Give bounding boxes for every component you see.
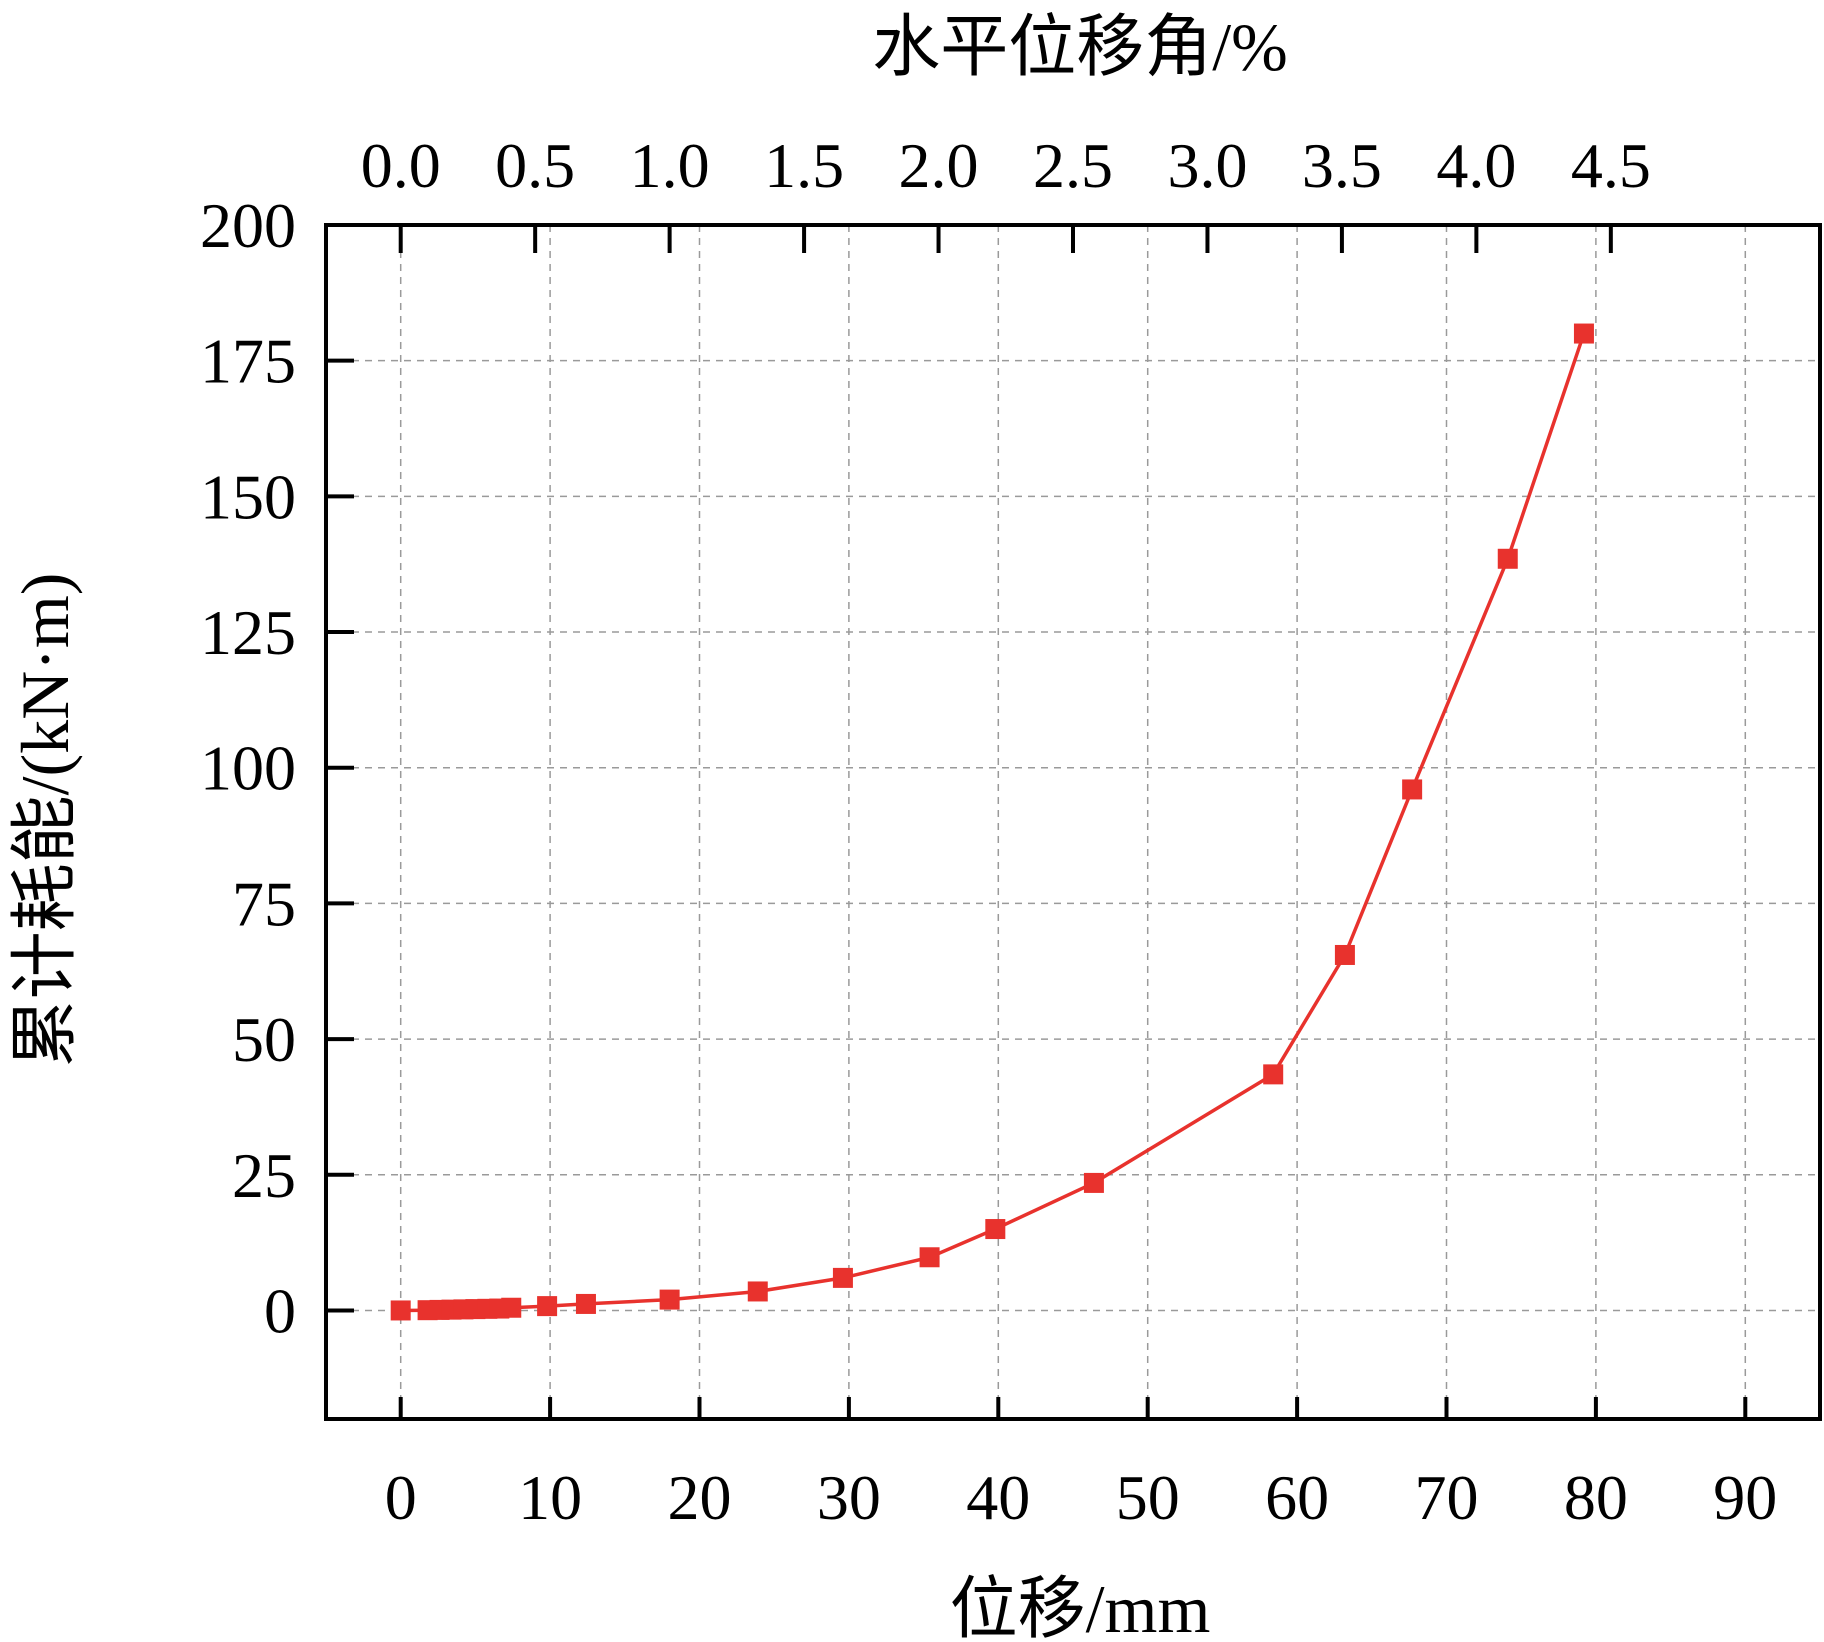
y-tick-label: 25 bbox=[232, 1140, 296, 1211]
data-point bbox=[1334, 944, 1355, 965]
x-tick-label: 60 bbox=[1265, 1462, 1329, 1533]
data-point bbox=[1083, 1172, 1104, 1193]
y-tick-label: 200 bbox=[200, 190, 296, 261]
x-tick-label: 10 bbox=[518, 1462, 582, 1533]
series-line bbox=[400, 332, 1586, 1313]
data-point bbox=[1497, 548, 1518, 569]
y-tick-label: 175 bbox=[200, 326, 296, 397]
x-tick-label: 40 bbox=[966, 1462, 1030, 1533]
top-x-tick-label: 4.5 bbox=[1571, 130, 1651, 201]
axis-ticks bbox=[326, 223, 1748, 1419]
data-point bbox=[832, 1267, 853, 1288]
y-tick-label: 100 bbox=[200, 733, 296, 804]
data-point bbox=[747, 1281, 768, 1302]
top-x-tick-label: 0.5 bbox=[495, 130, 575, 201]
x-tick-label: 20 bbox=[668, 1462, 732, 1533]
y-tick-label: 50 bbox=[232, 1004, 296, 1075]
x-tick-label: 80 bbox=[1564, 1462, 1628, 1533]
top-x-tick-label: 3.5 bbox=[1302, 130, 1382, 201]
data-point bbox=[575, 1293, 596, 1314]
data-point bbox=[1263, 1064, 1284, 1085]
x-tick-label: 70 bbox=[1415, 1462, 1479, 1533]
data-point bbox=[659, 1289, 680, 1310]
data-point bbox=[919, 1247, 940, 1268]
top-x-tick-label: 0.0 bbox=[361, 130, 441, 201]
data-point bbox=[985, 1219, 1006, 1240]
top-x-tick-label: 4.0 bbox=[1436, 130, 1516, 201]
x-tick-label: 0 bbox=[385, 1462, 417, 1533]
top-x-tick-label: 1.0 bbox=[630, 130, 710, 201]
data-point bbox=[1402, 779, 1423, 800]
data-point bbox=[1573, 323, 1594, 344]
tick-labels: 0 10 20 30 40 50 60 70 80 90 0 25 50 75 100 125 150 175 20… bbox=[200, 130, 1777, 1533]
top-x-tick-label: 2.5 bbox=[1033, 130, 1113, 201]
y-tick-label: 125 bbox=[200, 597, 296, 668]
data-point bbox=[390, 1300, 411, 1321]
series bbox=[390, 323, 1594, 1321]
y-axis-title: 累计耗能/(kN·m) bbox=[7, 573, 83, 1068]
x-tick-label: 50 bbox=[1116, 1462, 1180, 1533]
x-axis-title: 位移/mm bbox=[950, 1571, 1211, 1642]
data-point bbox=[537, 1296, 558, 1317]
data-point bbox=[501, 1297, 522, 1318]
y-tick-label: 150 bbox=[200, 461, 296, 532]
grid bbox=[326, 225, 1820, 1419]
x-tick-label: 30 bbox=[817, 1462, 881, 1533]
top-x-tick-label: 2.0 bbox=[899, 130, 979, 201]
y-tick-label: 0 bbox=[264, 1275, 296, 1346]
top-x-tick-label: 3.0 bbox=[1167, 130, 1247, 201]
x-tick-label: 90 bbox=[1713, 1462, 1777, 1533]
top-x-tick-label: 1.5 bbox=[764, 130, 844, 201]
top-axis-title: 水平位移角/% bbox=[872, 9, 1288, 85]
y-tick-label: 75 bbox=[232, 868, 296, 939]
